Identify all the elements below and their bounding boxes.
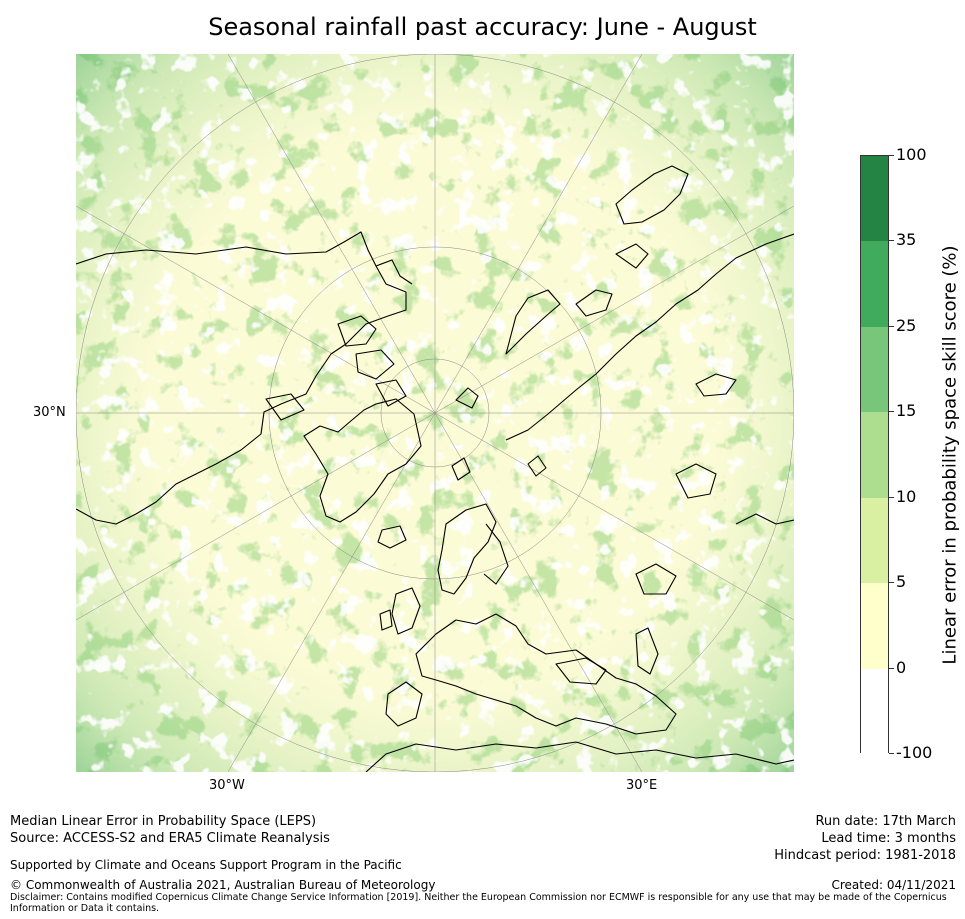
lon-label-30e: 30°E bbox=[626, 778, 658, 793]
colorbar-segment bbox=[861, 156, 888, 242]
colorbar-tick bbox=[889, 411, 894, 413]
colorbar-segment bbox=[861, 412, 888, 498]
footer-disclaimer: Disclaimer: Contains modified Copernicus… bbox=[10, 892, 947, 914]
rainfall-skill-map bbox=[76, 54, 794, 772]
colorbar-segment bbox=[861, 326, 888, 413]
colorbar-tick bbox=[889, 667, 894, 669]
colorbar-segment bbox=[861, 583, 888, 669]
colorbar-tick-label: 5 bbox=[896, 572, 907, 592]
colorbar-tick-label: 100 bbox=[896, 145, 927, 164]
colorbar-tick bbox=[889, 496, 894, 498]
colorbar-segment bbox=[861, 497, 888, 584]
map-panel bbox=[76, 54, 794, 772]
colorbar-segment bbox=[861, 668, 888, 754]
footer-copyright: © Commonwealth of Australia 2021, Austra… bbox=[10, 878, 436, 892]
lat-label-30n: 30°N bbox=[33, 405, 66, 420]
colorbar-tick-label: 15 bbox=[896, 401, 917, 421]
graticule bbox=[76, 54, 794, 772]
footer-hindcast: Hindcast period: 1981-2018 bbox=[774, 848, 956, 863]
colorbar-tick bbox=[889, 582, 894, 584]
footer-lead-time: Lead time: 3 months bbox=[821, 831, 956, 846]
colorbar-tick bbox=[889, 753, 894, 754]
colorbar-tick bbox=[889, 155, 894, 156]
coastlines bbox=[76, 165, 794, 772]
colorbar-tick-label: 0 bbox=[896, 657, 907, 677]
footer-method: Median Linear Error in Probability Space… bbox=[10, 814, 317, 829]
colorbar-segment bbox=[861, 241, 888, 327]
footer-created: Created: 04/11/2021 bbox=[831, 878, 956, 892]
footer-run-date: Run date: 17th March bbox=[815, 814, 956, 829]
footer-support: Supported by Climate and Oceans Support … bbox=[10, 858, 402, 872]
colorbar-tick-label: 25 bbox=[896, 315, 917, 335]
footer-source: Source: ACCESS-S2 and ERA5 Climate Reana… bbox=[10, 831, 330, 846]
chart-title: Seasonal rainfall past accuracy: June - … bbox=[208, 13, 757, 41]
colorbar-title: Linear error in probability space skill … bbox=[939, 245, 961, 665]
colorbar-tick-label: -100 bbox=[896, 743, 933, 762]
colorbar-tick bbox=[889, 240, 894, 242]
colorbar-tick-label: 10 bbox=[896, 486, 917, 506]
lon-label-30w: 30°W bbox=[209, 778, 245, 793]
colorbar-tick-label: 35 bbox=[896, 230, 917, 250]
colorbar bbox=[860, 155, 889, 754]
colorbar-tick bbox=[889, 325, 894, 327]
